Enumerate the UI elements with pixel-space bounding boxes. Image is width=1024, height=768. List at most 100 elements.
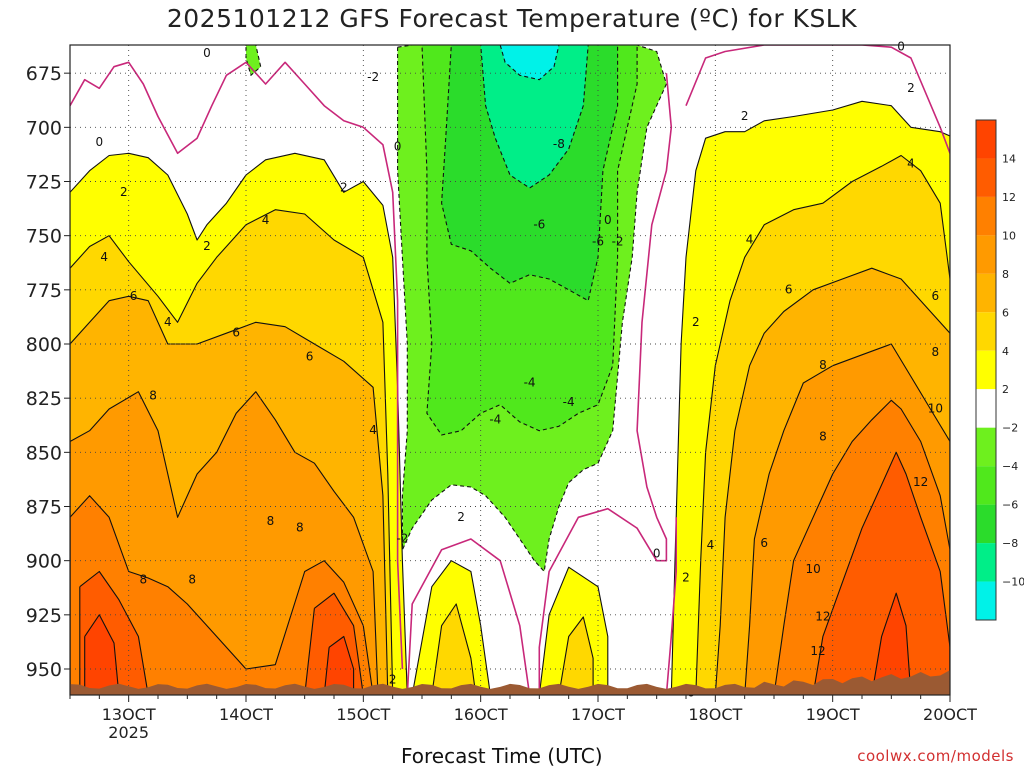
- contour-label: 8: [188, 573, 196, 587]
- temperature-band-w10-4: [70, 495, 374, 695]
- temperature-band-w4-12: [558, 617, 594, 695]
- colorbar: 14 12 10 8 6 4 2 −2 −4 −6 −8 −10: [975, 119, 1024, 621]
- zero-isotherm-2: [406, 538, 531, 695]
- colorbar-label: −4: [1002, 460, 1018, 473]
- chart-title: 2025101212 GFS Forecast Temperature (ºC)…: [166, 4, 858, 33]
- colorbar-swatch: [976, 427, 996, 467]
- terrain-ground-fill: [70, 670, 950, 695]
- contour-line-10: [431, 603, 477, 695]
- zero-isotherm-3: [665, 517, 678, 695]
- credit-link[interactable]: coolwx.com/models: [857, 747, 1014, 765]
- y-tick-label: 875: [26, 497, 62, 519]
- contour-label: 12: [913, 475, 928, 489]
- contour-line-16: [744, 343, 950, 695]
- y-tick-label: 850: [26, 442, 62, 464]
- contour-label: 6: [130, 289, 138, 303]
- x-tick-label: 20OCT: [923, 705, 977, 724]
- contour-label: 2: [340, 181, 348, 195]
- contour-line-22: [441, 45, 619, 302]
- contour-label: 10: [928, 402, 943, 416]
- colorbar-label: −10: [1002, 576, 1024, 589]
- x-tick-label: 18OCT: [688, 705, 742, 724]
- contour-label: -2: [612, 235, 624, 249]
- x-tick-label: 14OCT: [219, 705, 273, 724]
- colorbar-swatch: [976, 581, 996, 620]
- contour-label: 8: [932, 345, 940, 359]
- colorbar-label: 2: [1002, 383, 1009, 396]
- contour-line-19: [871, 592, 912, 695]
- contour-label: 6: [306, 350, 314, 364]
- colorbar-swatch: [976, 273, 996, 313]
- contour-label: 8: [149, 389, 157, 403]
- contour-label: -8: [553, 137, 565, 151]
- contour-line-2: [70, 295, 389, 695]
- contour-line-17: [773, 399, 950, 695]
- contour-label: 2: [203, 239, 211, 253]
- temperature-band-w14-7: [84, 614, 119, 695]
- contour-label: 8: [267, 514, 275, 528]
- temperature-band-w14-8: [324, 636, 354, 695]
- contour-label: 4: [707, 538, 715, 552]
- contour-label: 0: [897, 40, 905, 54]
- y-tick-label: 725: [26, 172, 62, 194]
- contour-line-1: [70, 209, 394, 695]
- contour-label: -2: [396, 532, 408, 546]
- contour-line-20: [397, 45, 667, 573]
- x-axis-title: Forecast Time (UTC): [401, 744, 603, 768]
- contour-label: 4: [369, 423, 377, 437]
- y-tick-label: 675: [26, 63, 62, 85]
- contour-label: 12: [815, 610, 830, 624]
- colorbar-label: −8: [1002, 537, 1018, 550]
- y-tick-label: 925: [26, 605, 62, 627]
- contour-label: -2: [367, 70, 379, 84]
- temperature-field: [70, 45, 950, 695]
- y-axis: 675 700 725 750 775 800 825 850 875 900 925 950: [26, 63, 70, 681]
- contour-line-14: [695, 154, 950, 695]
- contour-label: 10: [805, 562, 820, 576]
- contour-line-7: [84, 614, 120, 695]
- contour-line-5: [79, 570, 149, 695]
- contour-line-15: [714, 267, 950, 695]
- grid-lines: [70, 45, 950, 695]
- x-tick-label: 15OCT: [336, 705, 390, 724]
- contour-line-21: [421, 45, 638, 436]
- contour-label: 8: [296, 521, 304, 535]
- contour-label: 4: [907, 157, 915, 171]
- contour-label: 4: [262, 213, 270, 227]
- y-tick-label: 900: [26, 551, 62, 573]
- colorbar-swatch: [976, 312, 996, 351]
- y-tick-label: 800: [26, 334, 62, 356]
- contour-label: -4: [489, 412, 501, 426]
- colorbar-label: 8: [1002, 268, 1009, 281]
- colorbar-label: 4: [1002, 345, 1009, 358]
- colorbar-swatch: [976, 543, 996, 582]
- x-tick-label: 13OCT: [102, 705, 156, 724]
- terrain-ground: [70, 670, 950, 695]
- x-tick-label: 19OCT: [806, 705, 860, 724]
- x-tick-label: 17OCT: [571, 705, 625, 724]
- colorbar-label: 6: [1002, 306, 1009, 319]
- contour-label: 8: [819, 430, 827, 444]
- colorbar-swatch: [976, 196, 996, 236]
- colorbar-label: 14: [1002, 152, 1016, 165]
- y-tick-label: 700: [26, 117, 62, 139]
- contour-label: -4: [524, 376, 536, 390]
- colorbar-label: 10: [1002, 229, 1016, 242]
- zero-isotherm-4: [685, 45, 950, 154]
- temperature-band-w12-18: [813, 452, 950, 695]
- contour-label: -6: [592, 235, 604, 249]
- contour-label: 4: [164, 315, 172, 329]
- contour-label: 6: [932, 289, 940, 303]
- contour-label: 2: [682, 571, 690, 585]
- contour-label: 2: [907, 81, 915, 95]
- contour-label: -6: [533, 217, 545, 231]
- contour-label: 0: [604, 213, 612, 227]
- contour-line-6: [304, 592, 364, 695]
- y-tick-label: 950: [26, 659, 62, 681]
- contour-line-0: [70, 152, 408, 695]
- contour-label: 2: [120, 185, 128, 199]
- colorbar-label: −2: [1002, 422, 1018, 435]
- temperature-band-w14-19: [871, 593, 911, 695]
